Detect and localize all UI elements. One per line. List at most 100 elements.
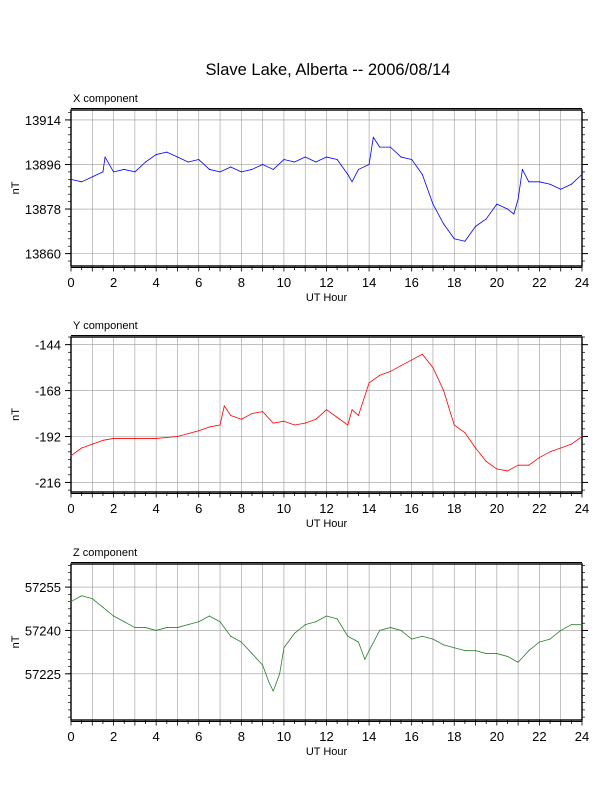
y-component-x-tick-label: 16 [404, 501, 418, 516]
z-component-data-point [240, 641, 242, 643]
y-component-data-point [389, 370, 391, 372]
x-component-x-tick-label: 0 [67, 275, 74, 290]
z-component-data-point [400, 629, 402, 631]
z-component-x-tick-label: 16 [404, 729, 418, 744]
z-component-data-point [326, 615, 327, 617]
y-component-data-point [570, 443, 572, 445]
z-component-data-point [443, 644, 445, 646]
x-component-x-tick-label: 12 [319, 275, 333, 290]
z-component-data-point [81, 595, 83, 597]
y-component-data-point [176, 436, 178, 438]
x-component-y-tick-label: 13896 [25, 157, 61, 172]
x-component-data-point [283, 159, 285, 161]
x-component-x-tick-label: 24 [575, 275, 589, 290]
x-component-data-point [208, 168, 210, 170]
y-component-x-tick-label: 24 [575, 501, 589, 516]
z-component-y-tick-label: 57240 [25, 623, 61, 638]
z-component-data-point [389, 627, 391, 629]
z-component-data-point [570, 624, 572, 626]
z-component-y-tick-label: 57225 [25, 667, 61, 682]
y-component-data-point [506, 470, 508, 472]
y-component-data-point [453, 424, 455, 426]
z-component-data-point [176, 627, 178, 629]
x-component-data-point [272, 168, 274, 170]
x-component-data-point [517, 198, 519, 200]
y-component-data-point [294, 424, 296, 426]
y-component-y-tick-label: -144 [35, 338, 61, 353]
y-component-data-point [304, 422, 306, 424]
z-component-data-point [581, 624, 583, 626]
z-component-data-point [251, 653, 253, 655]
y-component-data-point [326, 409, 327, 411]
z-component-x-tick-label: 20 [490, 729, 504, 744]
x-component-data-point [315, 161, 317, 163]
z-component-data-point [315, 621, 317, 623]
x-component-data-point [104, 156, 106, 158]
z-component-series-line [70, 595, 582, 692]
z-component-x-tick-label: 2 [110, 729, 117, 744]
x-component-data-point [538, 181, 540, 183]
y-component-data-point [581, 436, 583, 438]
y-component-x-tick-label: 8 [238, 501, 245, 516]
y-component-data-point [81, 447, 83, 449]
z-component-data-point [91, 598, 93, 600]
z-component-data-point [113, 615, 115, 617]
x-component-y-tick-label: 13914 [25, 113, 61, 128]
y-component-data-point [351, 409, 353, 411]
x-component-y-tick-label: 13878 [25, 202, 61, 217]
x-component-y-tick-label: 13860 [25, 247, 61, 262]
y-component-data-point [272, 422, 274, 424]
z-component-data-point [485, 653, 487, 655]
z-component-data-point [145, 627, 147, 629]
x-component-data-point [240, 171, 242, 173]
z-component-data-point [155, 629, 157, 631]
y-component-data-point [379, 374, 381, 376]
x-component-data-point [513, 213, 515, 215]
x-component-x-axis-label: UT Hour [306, 292, 348, 304]
y-component-data-point [421, 353, 423, 355]
x-component-data-point [113, 171, 115, 173]
z-component-data-point [528, 650, 530, 652]
y-component-data-point [496, 468, 498, 470]
z-component-data-point [70, 601, 72, 603]
y-component-data-point [549, 451, 551, 453]
y-component-x-tick-label: 2 [110, 501, 117, 516]
y-component-data-point [538, 457, 540, 459]
z-component-data-point [336, 618, 338, 620]
y-component-data-point [240, 418, 242, 420]
x-component-data-point [372, 136, 374, 138]
x-component-data-point [400, 156, 402, 158]
z-component-x-tick-label: 18 [447, 729, 461, 744]
y-component-x-tick-label: 20 [490, 501, 504, 516]
y-component-data-point [315, 418, 317, 420]
x-component-data-point [304, 156, 306, 158]
x-component-data-point [389, 146, 391, 148]
y-component-data-point [70, 455, 72, 457]
x-component-data-point [219, 171, 221, 173]
z-component-x-tick-label: 0 [67, 729, 74, 744]
x-component-data-point [379, 146, 381, 148]
y-component-data-point [198, 430, 200, 432]
x-component-data-point [506, 208, 508, 210]
x-component-data-point [581, 173, 583, 175]
z-component-data-point [453, 647, 455, 649]
x-component-data-point [70, 178, 72, 180]
z-component-x-tick-label: 22 [532, 729, 546, 744]
z-component-data-point [475, 650, 477, 652]
x-component-data-point [187, 161, 189, 163]
x-component-data-point [102, 171, 104, 173]
z-component-x-tick-label: 4 [153, 729, 160, 744]
y-component-x-tick-label: 10 [277, 501, 291, 516]
z-component-x-tick-label: 10 [277, 729, 291, 744]
z-component-x-tick-label: 12 [319, 729, 333, 744]
z-component-x-axis-label: UT Hour [306, 746, 348, 758]
x-component-data-point [357, 168, 359, 170]
y-component-data-point [475, 447, 477, 449]
x-component-data-point [496, 203, 498, 205]
y-component-x-tick-label: 14 [362, 501, 376, 516]
x-component-x-tick-label: 14 [362, 275, 376, 290]
z-component-data-point [268, 681, 270, 683]
